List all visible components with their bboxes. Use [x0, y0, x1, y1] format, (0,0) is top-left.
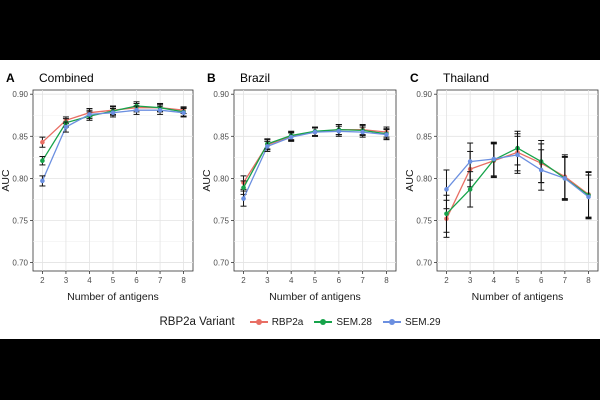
p1-xtick-label: 8	[181, 276, 186, 285]
p1-point-sem29	[181, 110, 186, 116]
p3-panel-letter: C	[410, 71, 419, 85]
p2-xtick-label: 4	[289, 276, 294, 285]
p2-point-sem28	[241, 185, 246, 190]
p2-point-sem29	[288, 134, 294, 140]
p3-xtick-label: 7	[563, 276, 568, 285]
legend-label-rbp2a: RBP2a	[271, 316, 304, 328]
p2-panel-letter: B	[207, 71, 216, 85]
p1-point-sem29	[110, 110, 116, 116]
p1-xtick-label: 7	[158, 276, 163, 285]
p1-xtick-label: 2	[40, 276, 45, 285]
figure: 0.70 0.75 0.80 0.85 0.90 2 3 4 5 6 7 8 A Combined Numb…	[0, 60, 600, 339]
p1-panel-letter: A	[6, 71, 15, 85]
p1-xlabel: Number of antigens	[67, 291, 159, 303]
p1-xtick-label: 4	[87, 276, 92, 285]
p1-ytick-label: 0.90	[12, 90, 28, 99]
p2-ytick-label: 0.80	[213, 174, 229, 183]
p3-xlabel: Number of antigens	[472, 291, 564, 303]
p2-xlabel: Number of antigens	[269, 291, 361, 303]
p2-point-sem29	[312, 129, 318, 135]
p2-xtick-label: 5	[313, 276, 318, 285]
p1-xtick-label: 3	[64, 276, 69, 285]
p2-title: Brazil	[240, 71, 270, 85]
p3-ytick-label: 0.80	[416, 174, 432, 183]
p3-ytick-label: 0.90	[416, 90, 432, 99]
p1-ytick-label: 0.70	[12, 259, 28, 268]
p2-ytick-label: 0.90	[213, 90, 229, 99]
p3-point-sem29	[444, 187, 449, 192]
p3-point-sem29	[491, 156, 497, 162]
p3-xtick-label: 3	[468, 276, 473, 285]
p2-xtick-label: 3	[265, 276, 270, 285]
p2-ytick-label: 0.70	[213, 259, 229, 268]
p1-ylabel: AUC	[0, 169, 12, 192]
p1-point-rbp2a	[40, 139, 45, 145]
p3-point-sem29	[515, 152, 520, 158]
p1-point-sem29	[87, 112, 92, 117]
legend-item-rbp2a: RBP2a	[249, 316, 304, 328]
p2-ytick-label: 0.75	[213, 216, 229, 225]
p1-point-sem29	[40, 178, 45, 184]
p2-ylabel: AUC	[201, 169, 213, 192]
legend-title: RBP2a Variant	[159, 316, 235, 328]
legend-key-rbp2a	[249, 317, 269, 327]
p3-ytick-label: 0.70	[416, 259, 432, 268]
p1-xtick-label: 6	[134, 276, 139, 285]
legend-item-sem29: SEM.29	[382, 317, 441, 328]
p2-xtick-label: 8	[384, 276, 389, 285]
p2-point-sem29	[265, 144, 270, 149]
legend-key-sem29	[382, 317, 402, 327]
p3-xtick-label: 8	[586, 276, 591, 285]
p1-xtick-label: 5	[111, 276, 116, 285]
p2-point-sem29	[336, 128, 342, 134]
p3-point-sem29	[562, 176, 568, 181]
p1-point-sem29	[134, 107, 139, 113]
p3-xtick-label: 5	[515, 276, 520, 285]
chart-panels: 0.70 0.75 0.80 0.85 0.90 2 3 4 5 6 7 8 A Combined Numb…	[0, 71, 599, 303]
p3-xtick-label: 4	[492, 276, 497, 285]
p2-point-sem29	[241, 196, 246, 201]
legend-key-sem28	[313, 317, 333, 327]
p1-ytick-label: 0.75	[12, 216, 28, 225]
p1-point-sem29	[157, 107, 163, 113]
p3-point-sem28	[444, 211, 449, 217]
p2-xtick-label: 2	[241, 276, 246, 285]
p1-ytick-label: 0.85	[12, 132, 28, 141]
p1-point-sem29	[63, 124, 69, 130]
p3-point-sem29	[538, 167, 544, 173]
p3-title: Thailand	[443, 71, 489, 85]
p3-xtick-label: 6	[539, 276, 544, 285]
legend: RBP2a Variant RBP2a SEM.28 SEM.29	[0, 308, 600, 336]
p2-xtick-label: 7	[360, 276, 365, 285]
legend-item-sem28: SEM.28	[313, 317, 372, 328]
legend-label-sem29: SEM.29	[404, 316, 441, 328]
p3-ytick-label: 0.75	[416, 216, 432, 225]
p3-ytick-label: 0.85	[416, 132, 432, 141]
p1-point-sem28	[40, 158, 45, 164]
p3-point-sem29	[467, 159, 473, 164]
p1-title: Combined	[39, 71, 94, 85]
legend-label-sem28: SEM.28	[336, 316, 372, 328]
p3-ylabel: AUC	[404, 169, 416, 192]
p3-point-sem28	[467, 187, 473, 192]
p2-point-sem29	[384, 132, 389, 137]
p3-point-sem29	[586, 194, 591, 200]
p2-xtick-label: 6	[337, 276, 342, 285]
p3-xtick-label: 2	[444, 276, 449, 285]
p2-ytick-label: 0.85	[213, 132, 229, 141]
p1-ytick-label: 0.80	[12, 174, 28, 183]
p2-point-sem29	[360, 129, 365, 135]
